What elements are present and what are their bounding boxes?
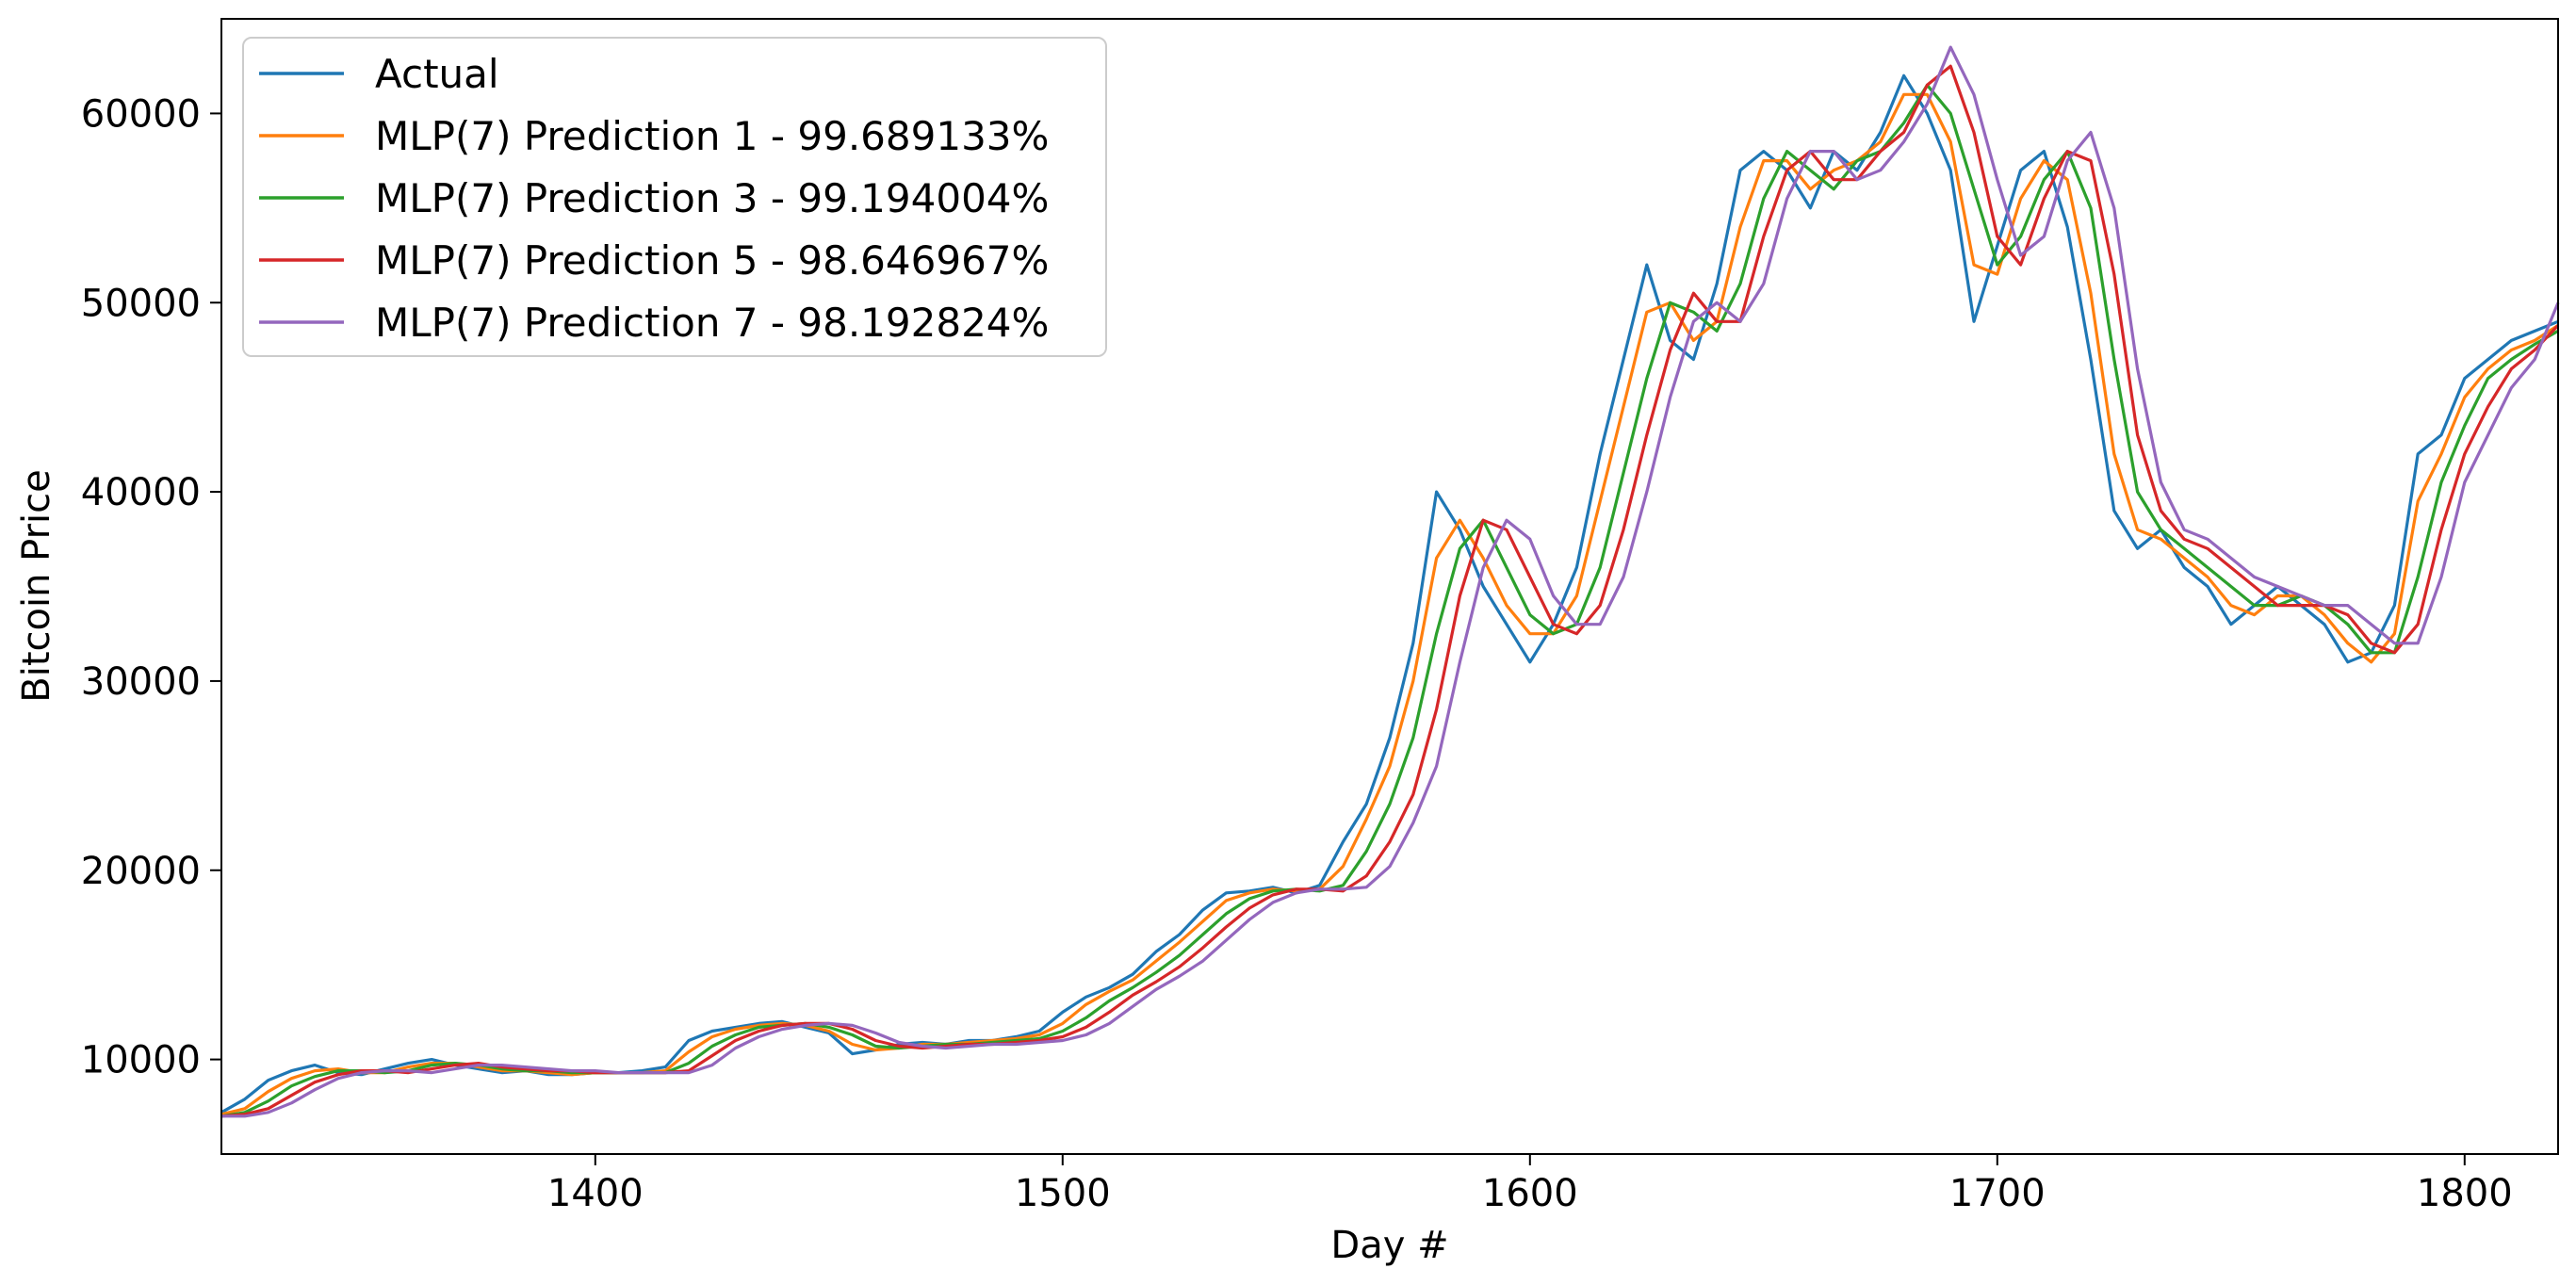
legend-label-3: MLP(7) Prediction 5 - 98.646967% (375, 237, 1049, 284)
plot-frame (220, 18, 2559, 1155)
series-line-4 (221, 45, 2560, 1118)
x-tick-label: 1700 (1949, 1172, 2046, 1215)
series-layer (220, 45, 2560, 1118)
legend-label-4: MLP(7) Prediction 7 - 98.192824% (375, 300, 1049, 346)
legend: Actual MLP(7) Prediction 1 - 99.689133% ML… (242, 37, 1107, 357)
x-tick-label: 1400 (547, 1172, 644, 1215)
x-tick-label: 1800 (2417, 1172, 2513, 1215)
x-tick-label: 1500 (1015, 1172, 1111, 1215)
y-tick-label: 40000 (81, 471, 201, 514)
y-tick-label: 60000 (81, 92, 201, 136)
y-tick-label: 30000 (81, 660, 201, 704)
x-tick-label: 1600 (1482, 1172, 1578, 1215)
x-axis-ticks: 1400 1500 1600 1700 1800 (547, 1154, 2513, 1215)
y-tick-label: 50000 (81, 282, 201, 325)
legend-label-2: MLP(7) Prediction 3 - 99.194004% (375, 175, 1049, 221)
y-axis-ticks: 10000 20000 30000 40000 50000 60000 (81, 92, 221, 1082)
y-tick-label: 20000 (81, 850, 201, 893)
legend-label-1: MLP(7) Prediction 1 - 99.689133% (375, 113, 1049, 159)
legend-label-0: Actual (375, 51, 499, 97)
y-tick-label: 10000 (81, 1039, 201, 1082)
x-axis-label: Day # (1330, 1224, 1448, 1267)
legend-box (242, 37, 1107, 357)
y-axis-label: Bitcoin Price (15, 469, 58, 702)
